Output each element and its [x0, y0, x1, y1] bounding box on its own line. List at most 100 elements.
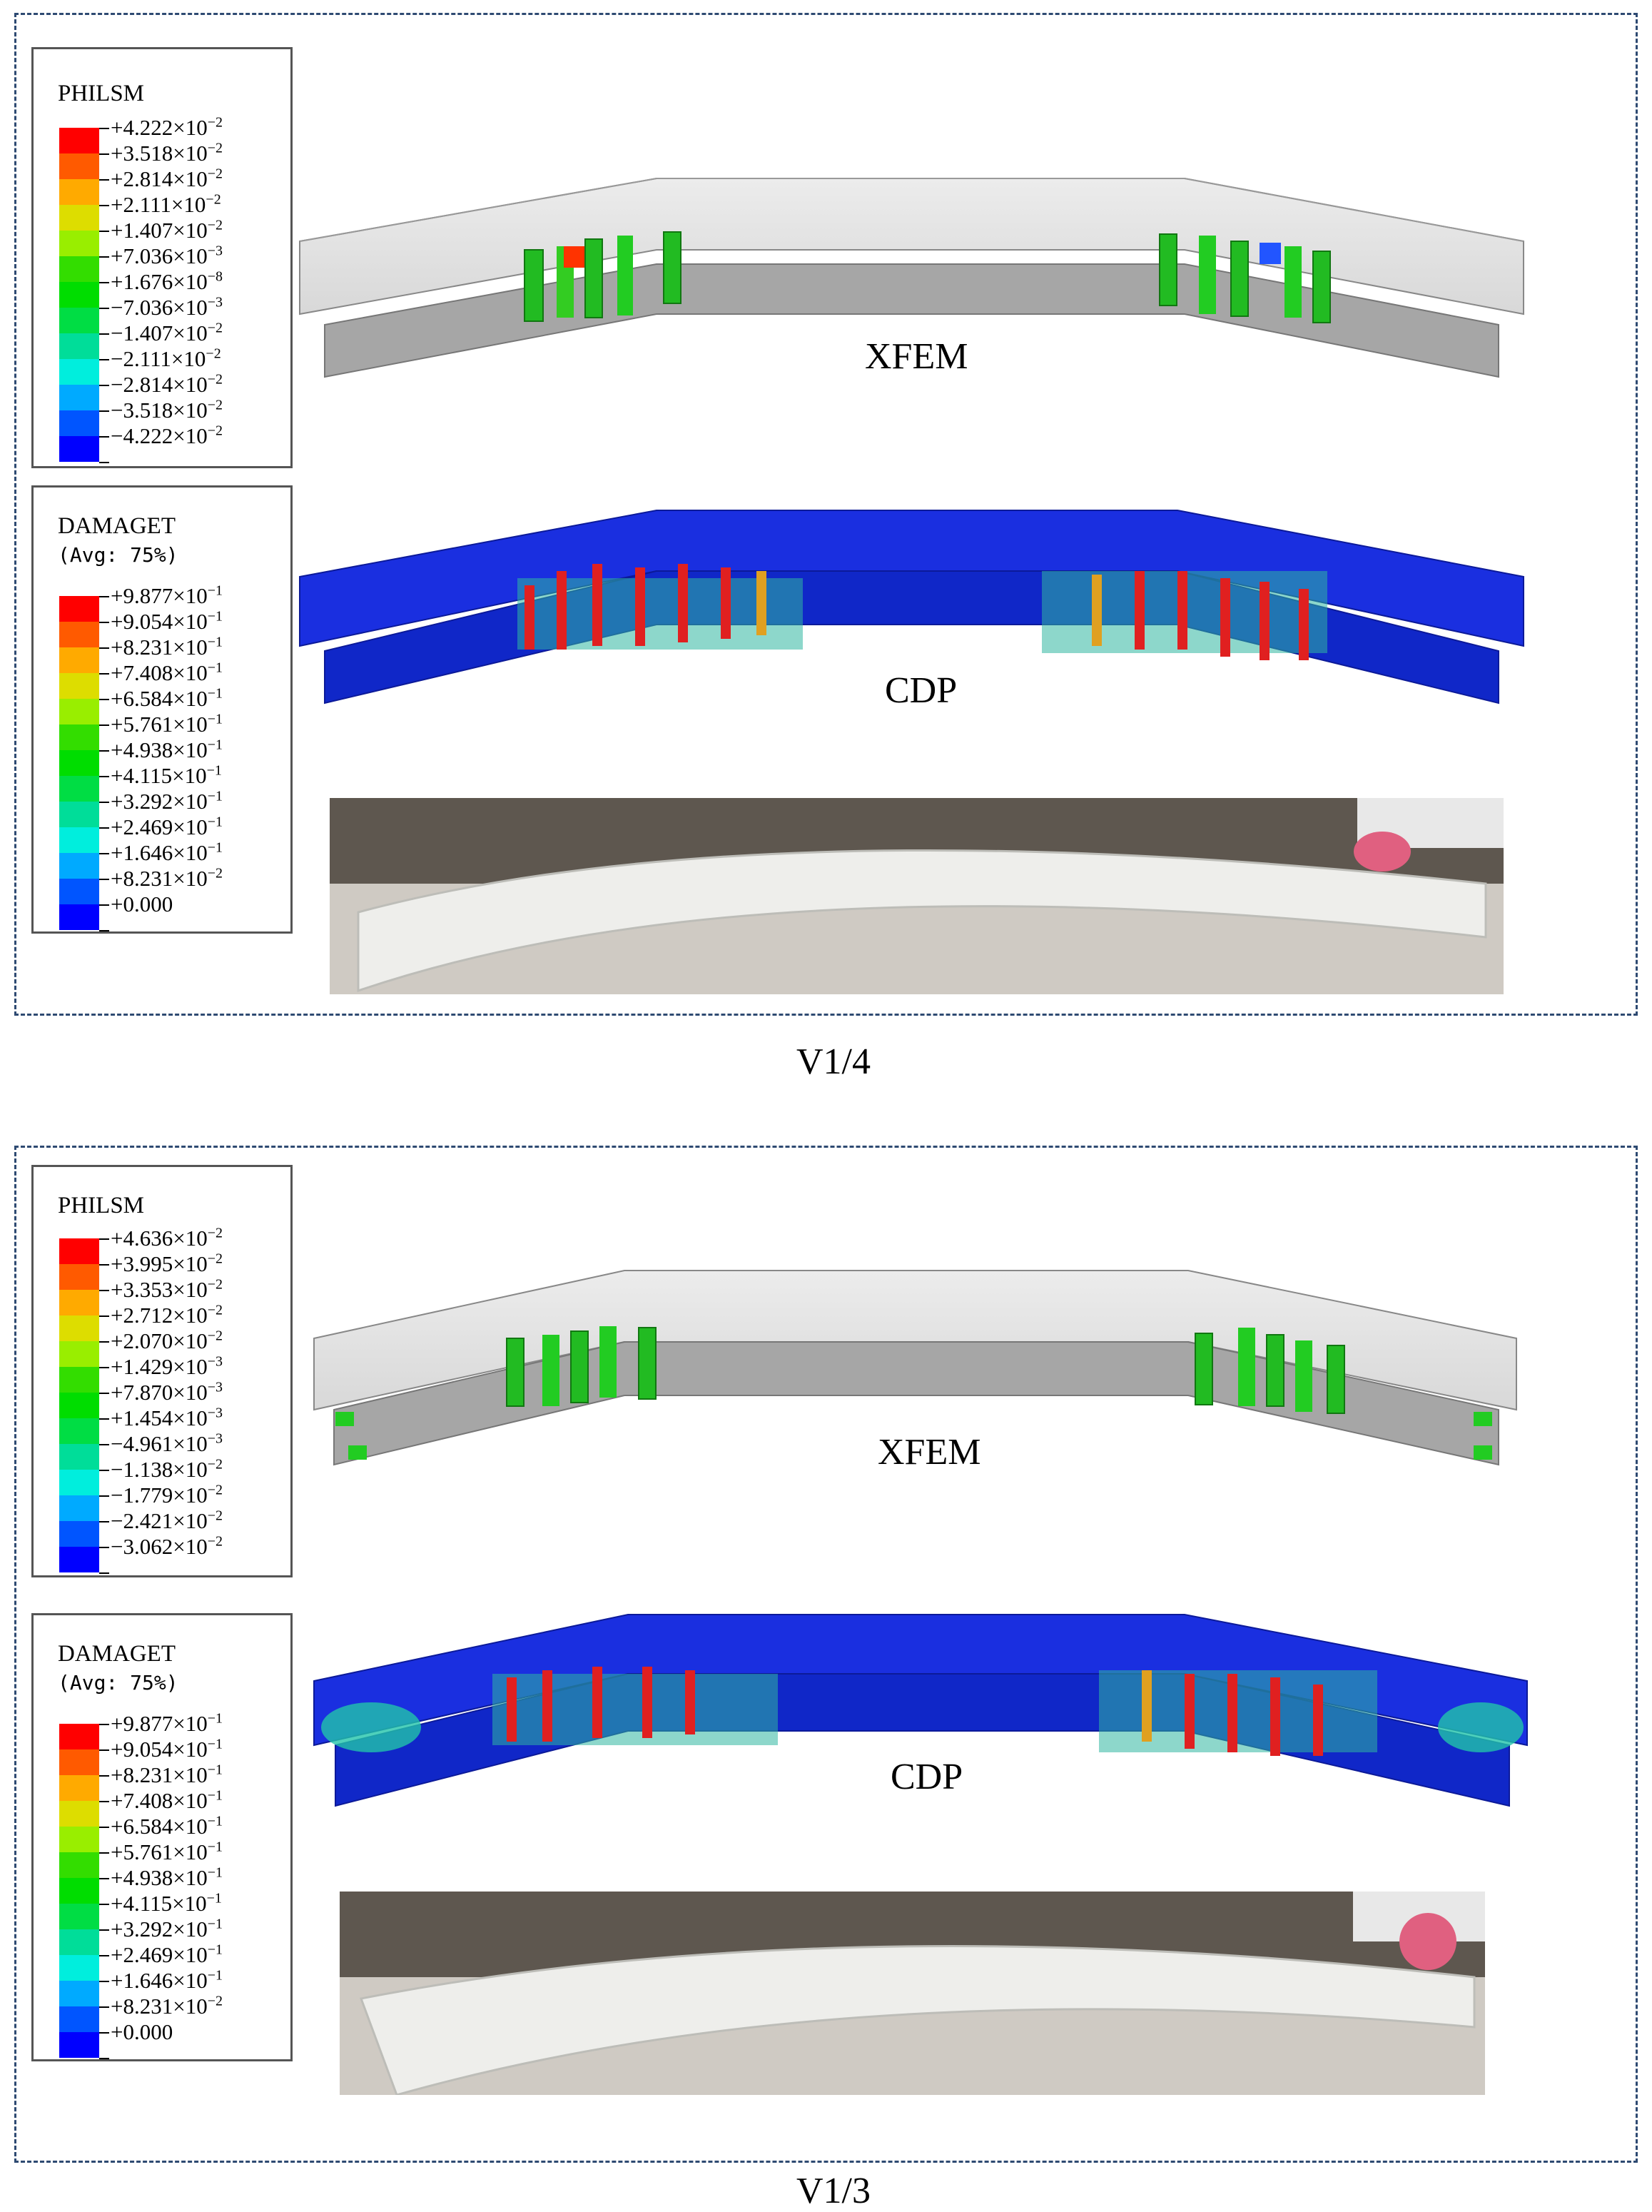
color-swatch	[59, 750, 99, 776]
legend-tick	[99, 179, 109, 181]
color-swatch	[59, 1264, 99, 1290]
color-swatch	[59, 647, 99, 673]
color-swatch	[59, 231, 99, 256]
color-swatch	[59, 724, 99, 750]
color-swatch	[59, 1444, 99, 1470]
color-swatch	[59, 776, 99, 802]
legend-tick	[99, 1827, 109, 1828]
legend-value: +2.070×10−2	[111, 1328, 223, 1353]
color-swatch	[59, 673, 99, 699]
legend-value: −1.779×10−2	[111, 1482, 223, 1508]
legend-tick	[99, 2006, 109, 2008]
legend-value: +2.111×10−2	[111, 191, 221, 217]
legend-value: +2.814×10−2	[111, 166, 223, 191]
legend-value: +2.712×10−2	[111, 1302, 223, 1328]
legend-value: +1.676×10−8	[111, 268, 223, 294]
legend-value: −1.407×10−2	[111, 320, 223, 345]
legend-value: −4.961×10−3	[111, 1430, 223, 1456]
damaget-legend-subtitle: (Avg: 75%)	[58, 1671, 178, 1695]
legend-tick	[99, 231, 109, 232]
xfem-caption: XFEM	[865, 336, 968, 377]
panel-label: V1/4	[796, 1041, 871, 1082]
color-swatch	[59, 1495, 99, 1521]
color-swatch	[59, 1238, 99, 1264]
legend-value: −3.062×10−2	[111, 1533, 223, 1559]
color-swatch	[59, 153, 99, 179]
legend-value: +1.646×10−1	[111, 839, 223, 865]
legend-tick	[99, 750, 109, 752]
legend-value: +3.995×10−2	[111, 1251, 223, 1276]
damaget-legend-title: DAMAGET	[58, 1641, 176, 1667]
legend-tick	[99, 647, 109, 649]
specimen-photo	[330, 798, 1504, 994]
color-swatch	[59, 1801, 99, 1827]
legend-tick	[99, 128, 109, 129]
legend-tick	[99, 1724, 109, 1725]
legend-tick	[99, 1290, 109, 1291]
legend-tick	[99, 1775, 109, 1777]
legend-value: +4.938×10−1	[111, 1864, 223, 1890]
legend-tick	[99, 282, 109, 283]
legend-value: +7.408×10−1	[111, 660, 223, 685]
specimen-photo	[340, 1892, 1485, 2095]
color-swatch	[59, 2006, 99, 2032]
legend-tick	[99, 1878, 109, 1879]
legend-tick	[99, 673, 109, 675]
color-swatch	[59, 308, 99, 333]
legend-tick	[99, 1749, 109, 1751]
color-scale	[59, 596, 99, 930]
legend-tick	[99, 1315, 109, 1317]
color-swatch	[59, 1315, 99, 1341]
philsm-legend-1: PHILSM +4.222×10−2 +3.518×10−2 +2.814×10−2…	[31, 47, 293, 468]
color-swatch	[59, 1775, 99, 1801]
cdp-damage-zone-left	[321, 1667, 778, 1752]
legend-value: +7.036×10−3	[111, 243, 223, 268]
color-swatch	[59, 1852, 99, 1878]
legend-tick	[99, 1470, 109, 1471]
legend-tick	[99, 622, 109, 623]
color-swatch	[59, 1827, 99, 1852]
damaget-legend-1: DAMAGET (Avg: 75%) +9.877×10−1 +9.054×10−…	[31, 485, 293, 934]
legend-tick	[99, 1418, 109, 1420]
legend-value: +9.877×10−1	[111, 582, 223, 608]
color-swatch	[59, 1521, 99, 1547]
color-swatch	[59, 699, 99, 724]
legend-value: +2.469×10−1	[111, 814, 223, 839]
color-swatch	[59, 256, 99, 282]
color-swatch	[59, 1724, 99, 1749]
legend-value: +4.938×10−1	[111, 737, 223, 762]
legend-tick	[99, 153, 109, 155]
legend-value: −2.814×10−2	[111, 371, 223, 397]
legend-tick	[99, 879, 109, 880]
legend-tick	[99, 410, 109, 412]
legend-tick	[99, 1264, 109, 1266]
color-swatch	[59, 1904, 99, 1929]
color-swatch	[59, 205, 99, 231]
legend-tick	[99, 724, 109, 726]
cdp-damage-zone-right	[1042, 571, 1327, 660]
legend-value: +1.407×10−2	[111, 217, 223, 243]
legend-tick	[99, 827, 109, 829]
legend-value: −1.138×10−2	[111, 1456, 223, 1482]
legend-tick	[99, 2032, 109, 2034]
color-swatch	[59, 622, 99, 647]
panel-v1-4	[14, 13, 1638, 1016]
cdp-caption: CDP	[885, 670, 958, 711]
legend-value: +6.584×10−1	[111, 1813, 223, 1839]
damaget-legend-title: DAMAGET	[58, 513, 176, 539]
color-swatch	[59, 1470, 99, 1495]
color-swatch	[59, 1929, 99, 1955]
legend-value: +5.761×10−1	[111, 711, 223, 737]
philsm-legend-title: PHILSM	[58, 81, 145, 106]
color-swatch	[59, 596, 99, 622]
color-swatch	[59, 179, 99, 205]
cdp-caption: CDP	[891, 1757, 963, 1797]
color-scale	[59, 1724, 99, 2058]
legend-tick	[99, 1929, 109, 1931]
legend-tick	[99, 308, 109, 309]
xfem-crack-bands	[335, 1326, 1492, 1460]
color-swatch	[59, 359, 99, 385]
color-swatch	[59, 333, 99, 359]
legend-value: +9.054×10−1	[111, 1736, 223, 1762]
